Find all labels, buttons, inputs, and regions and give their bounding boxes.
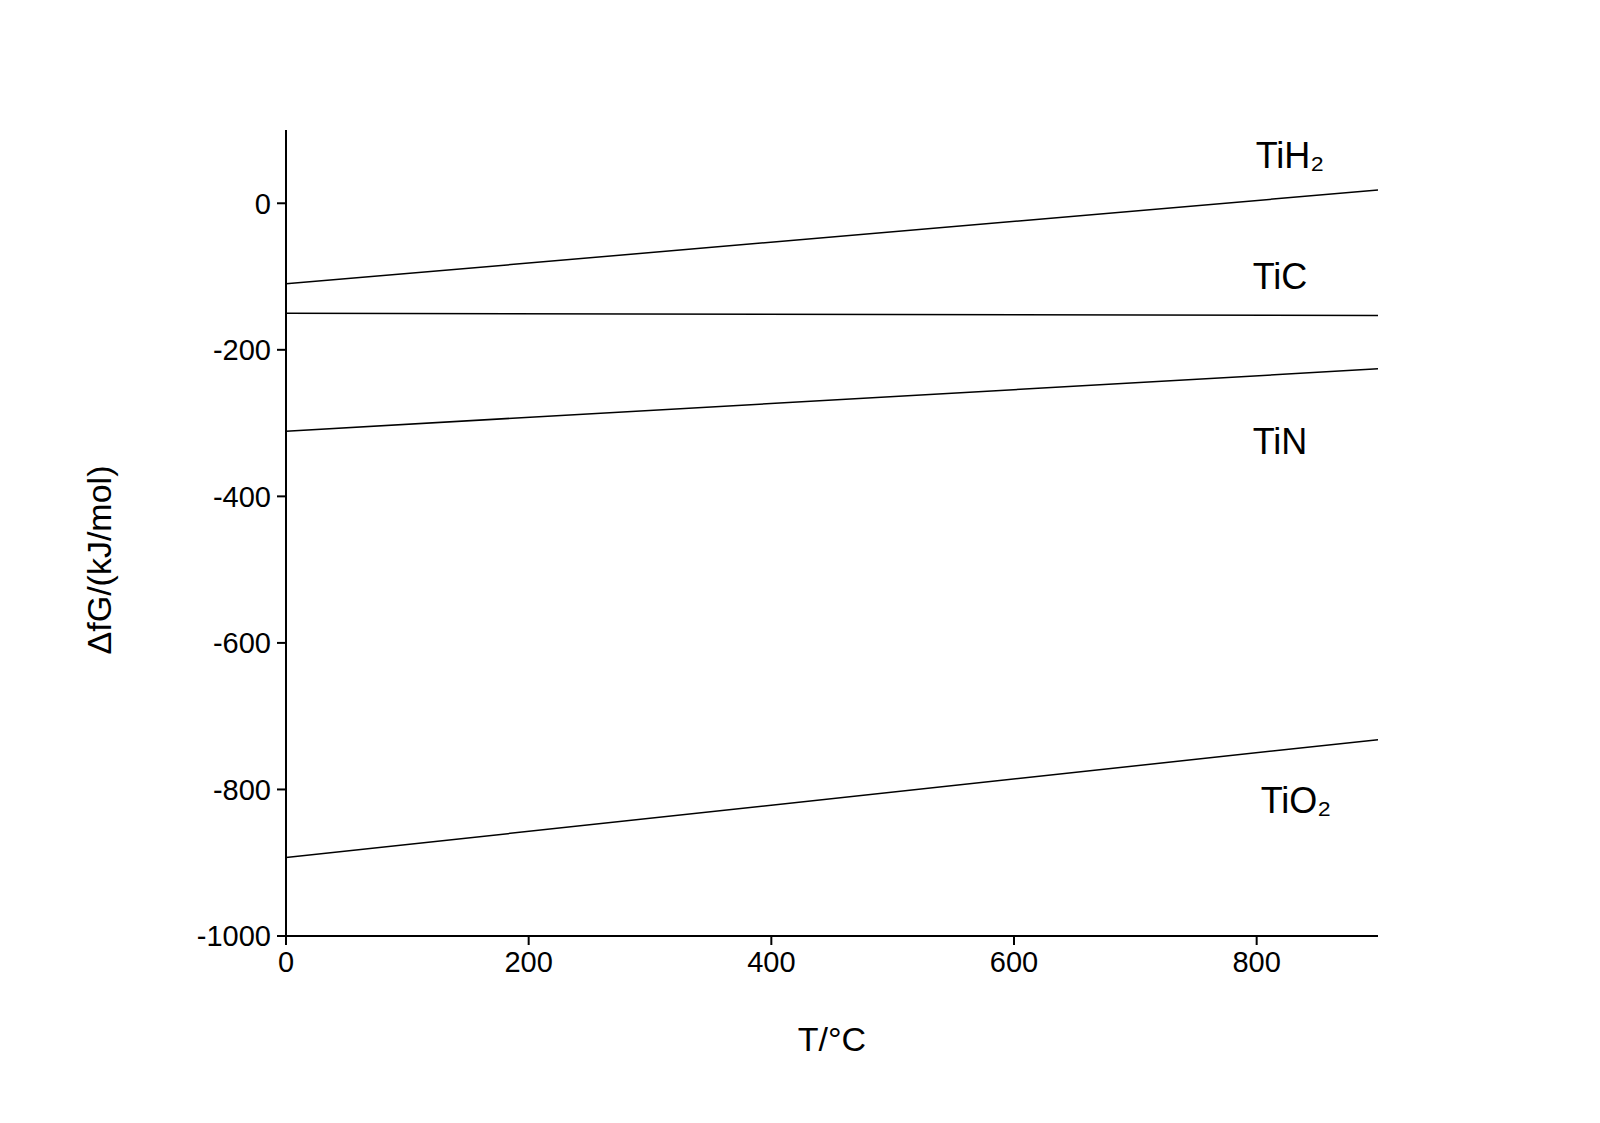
svg-text:TiH₂: TiH₂ bbox=[1256, 135, 1325, 176]
svg-text:-200: -200 bbox=[213, 334, 271, 366]
svg-text:-1000: -1000 bbox=[197, 920, 271, 952]
svg-text:0: 0 bbox=[278, 946, 294, 978]
svg-text:TiC: TiC bbox=[1253, 256, 1308, 297]
svg-text:-400: -400 bbox=[213, 481, 271, 513]
svg-text:0: 0 bbox=[255, 188, 271, 220]
svg-text:400: 400 bbox=[747, 946, 795, 978]
svg-text:800: 800 bbox=[1232, 946, 1280, 978]
svg-text:T/°C: T/°C bbox=[798, 1020, 866, 1058]
svg-text:TiN: TiN bbox=[1253, 421, 1308, 462]
svg-text:-600: -600 bbox=[213, 627, 271, 659]
svg-text:TiO₂: TiO₂ bbox=[1261, 780, 1332, 821]
svg-text:200: 200 bbox=[504, 946, 552, 978]
svg-text:600: 600 bbox=[990, 946, 1038, 978]
svg-text:ΔfG/(kJ/mol): ΔfG/(kJ/mol) bbox=[80, 466, 118, 655]
svg-text:-800: -800 bbox=[213, 774, 271, 806]
